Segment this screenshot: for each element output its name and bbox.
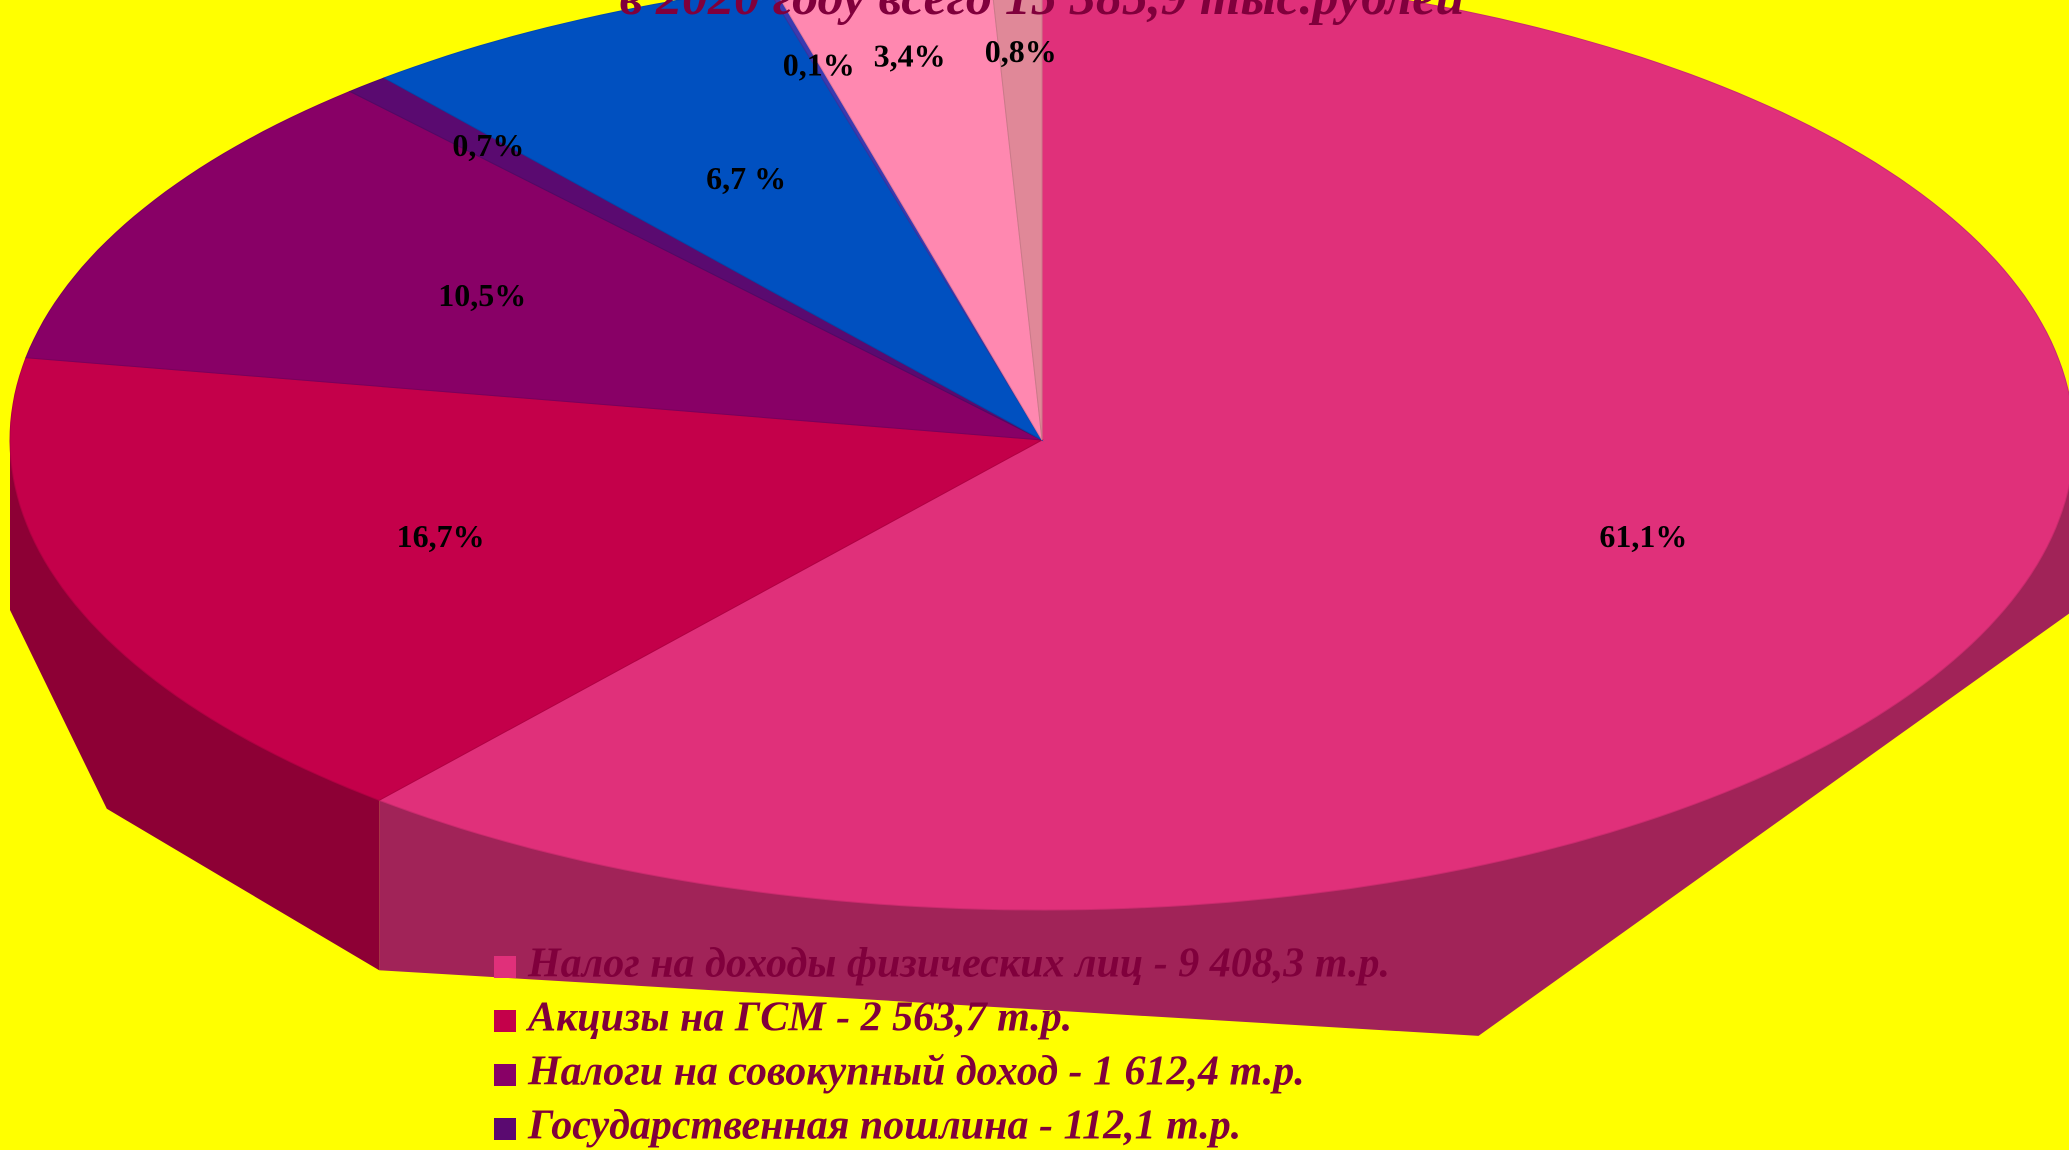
slice <box>25 90 1043 441</box>
chart-title: в 2020 году всего 15 385,9 тыс.рублей <box>620 0 1465 26</box>
data-label: 0,8% <box>985 33 1057 69</box>
legend-swatch <box>494 1010 516 1032</box>
slice <box>377 0 2069 911</box>
legend-swatch <box>494 956 516 978</box>
data-label: 10,5% <box>438 277 526 313</box>
data-label: 0,1% <box>783 47 855 83</box>
legend-label: Акцизы на ГСМ - 2 563,7 т.р. <box>525 995 1072 1041</box>
slice <box>992 0 1043 441</box>
data-label: 0,7% <box>452 127 524 163</box>
data-label: 6,7 % <box>706 160 786 196</box>
legend-swatch <box>494 1118 516 1140</box>
slice <box>780 0 1043 441</box>
slice-side <box>379 486 2069 1036</box>
legend-label: Налог на доходы физических лиц - 9 408,3… <box>527 941 1390 987</box>
legend-swatch <box>494 1064 516 1086</box>
legend-label: Государственная пошлина - 112,1 т.р. <box>527 1103 1241 1149</box>
data-label: 61,1% <box>1599 518 1687 554</box>
slice <box>383 0 1044 442</box>
legend-label: Налоги на совокупный доход - 1 612,4 т.р… <box>527 1049 1305 1095</box>
slice <box>9 357 1044 801</box>
data-label: 3,4% <box>874 38 946 74</box>
slice-side <box>10 440 380 971</box>
data-label: 16,7% <box>397 518 485 554</box>
